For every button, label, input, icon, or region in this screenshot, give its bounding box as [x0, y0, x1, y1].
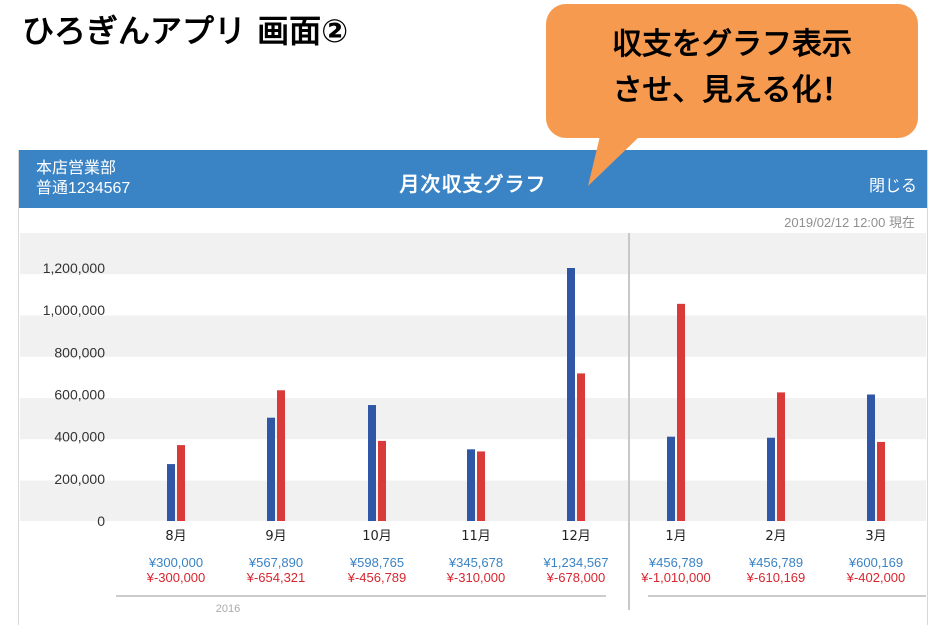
grid-band: [20, 398, 926, 440]
year-label: 2016: [216, 603, 240, 615]
x-tick-label: 8月: [165, 529, 186, 544]
y-axis: 0 200,000 400,000 600,000 800,000 1,000,000 1,…: [43, 233, 630, 610]
x-axis: 8月 9月 10月 11月 12月 1月 2月 3月: [165, 529, 886, 544]
income-amount: ¥600,169: [848, 555, 903, 570]
income-amount: ¥567,890: [248, 555, 303, 570]
income-bar: [467, 449, 475, 521]
expense-amount: ¥-610,169: [746, 570, 806, 585]
expense-bar: [477, 451, 485, 521]
y-tick-label: 1,200,000: [43, 260, 105, 276]
income-bar: [368, 405, 376, 521]
expense-bar: [577, 373, 585, 521]
x-tick-label: 2月: [765, 529, 786, 544]
income-bar: [267, 417, 275, 521]
y-tick-label: 0: [97, 513, 105, 529]
income-amount: ¥1,234,567: [542, 555, 608, 570]
grid-band: [20, 233, 926, 275]
callout-line-2: させ、見える化！: [612, 73, 852, 108]
x-tick-label: 11月: [461, 529, 491, 544]
expense-bar: [777, 392, 785, 521]
chart-bars: [167, 268, 885, 521]
expense-bar: [378, 440, 386, 521]
expense-bar: [677, 303, 685, 521]
income-amount: ¥345,678: [448, 555, 503, 570]
expense-amount: ¥-402,000: [846, 570, 906, 585]
income-amount: ¥456,789: [648, 555, 703, 570]
callout-line-1: 収支をグラフ表示: [612, 27, 852, 62]
slide-title: ひろぎんアプリ 画面②: [22, 12, 349, 50]
close-button[interactable]: 閉じる: [868, 178, 917, 195]
expense-amount: ¥-654,321: [246, 570, 306, 585]
y-tick-label: 200,000: [54, 471, 105, 487]
amount-labels: ¥300,000¥-300,000 ¥567,890¥-654,321 ¥598,7…: [146, 555, 906, 585]
y-tick-label: 600,000: [54, 387, 105, 403]
expense-amount: ¥-310,000: [446, 570, 506, 585]
grid-band: [20, 315, 926, 357]
y-tick-label: 800,000: [54, 344, 105, 360]
y-tick-label: 1,000,000: [43, 302, 105, 318]
y-tick-label: 400,000: [54, 429, 105, 445]
x-tick-label: 10月: [362, 529, 392, 544]
x-tick-label: 1月: [665, 529, 686, 544]
expense-amount: ¥-678,000: [546, 570, 606, 585]
income-amount: ¥300,000: [148, 555, 203, 570]
expense-bar: [277, 390, 285, 521]
expense-amount: ¥-1,010,000: [640, 570, 710, 585]
income-bar: [867, 394, 875, 521]
income-bar: [767, 437, 775, 521]
expense-bar: [877, 441, 885, 521]
x-tick-label: 9月: [265, 529, 286, 544]
x-tick-label: 12月: [561, 529, 591, 544]
expense-amount: ¥-300,000: [146, 570, 206, 585]
income-bar: [167, 464, 175, 521]
chart-footer: 2016: [116, 595, 926, 615]
expense-amount: ¥-456,789: [347, 570, 407, 585]
income-bar: [667, 436, 675, 521]
expense-bar: [177, 445, 185, 521]
income-amount: ¥456,789: [748, 555, 803, 570]
account-number: 普通1234567: [36, 180, 131, 197]
x-tick-label: 3月: [865, 529, 886, 544]
income-amount: ¥598,765: [349, 555, 404, 570]
timestamp: 2019/02/12 12:00 現在: [784, 215, 915, 230]
callout-bubble: 収支をグラフ表示 させ、見える化！: [546, 4, 918, 138]
income-bar: [567, 268, 575, 521]
account-branch: 本店営業部: [36, 160, 117, 177]
